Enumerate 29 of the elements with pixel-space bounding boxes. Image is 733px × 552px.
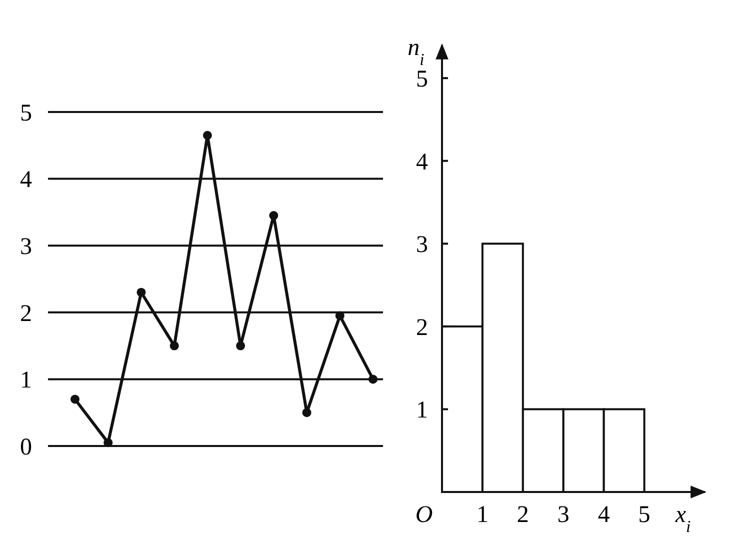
x-tick-label: 3 [557, 502, 570, 528]
y-tick-label: 3 [416, 232, 428, 258]
y-tick-label: 4 [416, 149, 428, 176]
point [335, 311, 344, 320]
x-tick-label: 4 [598, 502, 610, 528]
point [104, 438, 113, 448]
text: O [415, 502, 433, 528]
y-tick-label: 4 [20, 167, 32, 194]
y-tick-label: 1 [20, 368, 32, 394]
x-tick-label: 5 [638, 502, 650, 528]
y-tick-label: 2 [416, 314, 428, 341]
y-tick-label: 5 [20, 100, 32, 126]
point [170, 341, 179, 350]
point [236, 341, 246, 350]
point [70, 394, 80, 404]
y-axis-title: n$_{i}$ [408, 35, 425, 68]
point [202, 130, 212, 140]
x-tick-label: 2 [516, 502, 529, 528]
y-tick-label: 5 [416, 66, 428, 93]
x-tick-label: 1 [476, 502, 488, 528]
x-axis-title: x$_{i}$ [674, 502, 691, 536]
point [368, 374, 378, 384]
point [136, 288, 146, 297]
y-tick-label: 1 [416, 398, 428, 424]
y-tick-label: 2 [20, 300, 32, 327]
point [302, 408, 312, 418]
y-tick-label: 0 [20, 434, 32, 460]
y-tick-label: 3 [20, 234, 32, 260]
point [269, 211, 278, 220]
